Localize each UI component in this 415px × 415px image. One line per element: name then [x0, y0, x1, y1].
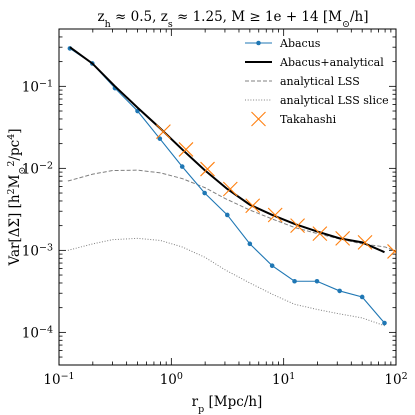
- takahashi-point: [178, 142, 194, 157]
- abacus-point: [359, 294, 365, 300]
- takahashi-point: [222, 181, 238, 197]
- takahashi-point: [290, 218, 305, 234]
- legend: Abacus Abacus+analytical analytical LSS ana…: [245, 37, 389, 127]
- x-tick-label: 10−1: [43, 371, 74, 389]
- plot-area: [58, 28, 397, 366]
- abacus-point: [337, 288, 342, 294]
- abacus-analytical-line: [69, 46, 385, 254]
- legend-item-analytical-lss-slice: analytical LSS slice: [245, 94, 389, 107]
- x-tick-label: 102: [384, 371, 407, 389]
- legend-label: analytical LSS slice: [280, 94, 389, 107]
- takahashi-point: [357, 235, 373, 250]
- abacus-point: [225, 212, 230, 218]
- legend-label: Takahashi: [280, 113, 337, 126]
- y-tick-label: 10−2: [22, 160, 53, 178]
- y-tick-label: 10−3: [22, 242, 53, 260]
- takahashi-point: [200, 161, 215, 177]
- abacus-point: [382, 320, 387, 326]
- series-group: [67, 46, 396, 327]
- x-axis-label: rp [Mpc/h]: [192, 394, 263, 415]
- abacus-point: [292, 278, 297, 284]
- takahashi-point: [267, 207, 283, 223]
- takahashi-point: [156, 124, 171, 140]
- legend-label: Abacus: [279, 37, 321, 50]
- legend-item-abacus-analytical: Abacus+analytical: [245, 56, 384, 69]
- y-tick-label: 10−1: [22, 78, 53, 96]
- chart-title: zh ≈ 0.5, zs ≈ 1.25, M ≥ 1e + 14 [M⊙/h]: [98, 9, 369, 30]
- legend-label: Abacus+analytical: [279, 56, 384, 69]
- abacus-point: [247, 241, 253, 247]
- abacus-point: [202, 190, 207, 196]
- abacus-point: [269, 263, 275, 268]
- abacus-point: [314, 278, 320, 284]
- y-axis-label: Var[ΔΣ] [h2M⊙2/pc4]: [6, 128, 28, 266]
- x-tick-label: 100: [160, 371, 183, 389]
- x-tick-label: 101: [272, 371, 295, 389]
- takahashi-point: [387, 244, 396, 259]
- legend-item-analytical-lss: analytical LSS: [245, 75, 360, 88]
- tick-labels: 10−1 100 101 102 10−4 10−3 10−2 10−1: [22, 78, 408, 388]
- takahashi-point: [245, 198, 261, 214]
- legend-item-abacus: Abacus: [245, 37, 321, 50]
- legend-takahashi-marker: [251, 111, 266, 127]
- takahashi-point: [312, 226, 328, 241]
- y-tick-label: 10−4: [22, 324, 53, 342]
- abacus-point: [179, 164, 185, 169]
- takahashi-point: [335, 230, 351, 246]
- legend-label: analytical LSS: [280, 75, 360, 88]
- analytical-lss-slice-line: [67, 237, 386, 327]
- legend-item-takahashi: Takahashi: [251, 111, 337, 127]
- abacus-point: [157, 136, 163, 141]
